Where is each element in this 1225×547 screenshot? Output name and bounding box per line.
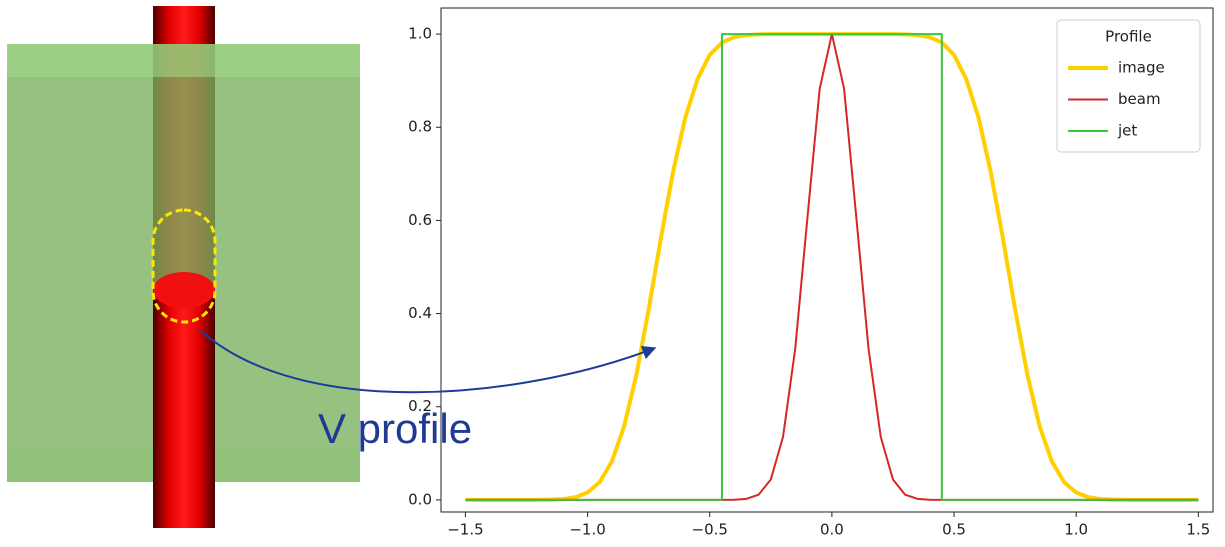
x-tick-label: −1.5: [447, 521, 483, 539]
legend-box: [1056, 19, 1201, 153]
y-tick-label: 0.8: [408, 118, 432, 136]
plot: 0.0 0.2 0.4 0.6 0.8 1.0 −1.5 −1.0 −0.5 0.0 0.5 1.0 1…: [408, 7, 1214, 539]
annotation: V profile: [318, 405, 472, 452]
x-tick-label: 1.0: [1064, 521, 1088, 539]
legend-label: jet: [1117, 122, 1137, 140]
slab-top: [7, 44, 360, 77]
x-tick-label: 1.5: [1186, 521, 1210, 539]
y-tick-label: 0.6: [408, 211, 432, 229]
y-tick-label: 0.4: [408, 304, 432, 322]
legend-title: Profile: [1105, 28, 1152, 46]
illustration: [7, 6, 360, 528]
x-tick-label: −1.0: [569, 521, 605, 539]
y-tick-label: 1.0: [408, 25, 432, 43]
legend-label: beam: [1118, 90, 1161, 108]
lines: [465, 32, 1199, 502]
line-2: [465, 33, 1199, 501]
x-tick-label: 0.5: [942, 521, 966, 539]
selection-outline: [151, 208, 217, 324]
x-tick-label: 0.0: [820, 521, 844, 539]
y-tick-label: 0.2: [408, 397, 432, 415]
plot-frame: [440, 7, 1214, 513]
arrow: [199, 329, 657, 394]
legend: Profile image beam jet: [1056, 19, 1201, 153]
legend-label: image: [1118, 59, 1165, 77]
cylinder-cap: [153, 272, 215, 308]
x-tick-label: −0.5: [692, 521, 728, 539]
cylinder-front: [153, 290, 215, 528]
y-tick-label: 0.0: [408, 490, 432, 508]
